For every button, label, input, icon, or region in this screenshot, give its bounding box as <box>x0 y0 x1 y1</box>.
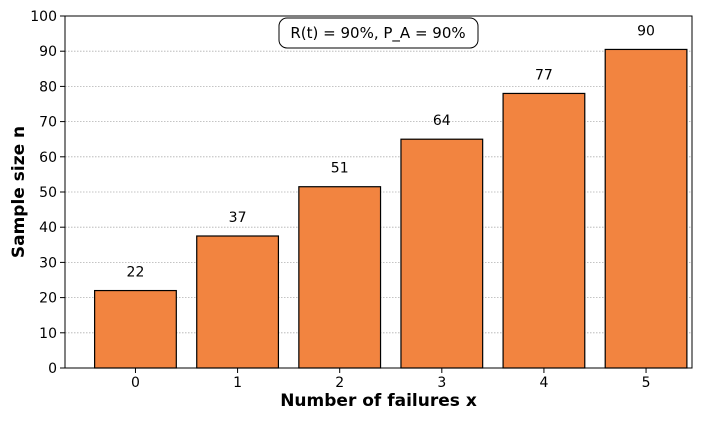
y-tick-label: 90 <box>39 44 57 60</box>
data-label: 37 <box>229 210 247 226</box>
data-label: 51 <box>331 161 349 177</box>
y-axis-title: Sample size n <box>9 126 29 258</box>
annotation-text: R(t) = 90%, P_A = 90% <box>290 24 465 43</box>
y-tick-label: 40 <box>39 220 57 236</box>
data-label: 77 <box>535 67 553 83</box>
x-axis-title: Number of failures x <box>280 391 477 411</box>
y-tick-label: 0 <box>48 361 57 377</box>
bar-5 <box>604 48 688 369</box>
y-tick-label: 70 <box>39 115 57 131</box>
data-label: 64 <box>433 113 451 129</box>
y-tick-label: 30 <box>39 255 57 271</box>
data-label: 22 <box>127 265 145 281</box>
y-tick-label: 10 <box>39 326 57 342</box>
x-tick-label: 3 <box>437 375 446 391</box>
bar-3 <box>400 138 484 369</box>
y-tick-label: 20 <box>39 291 57 307</box>
data-labels: 22 37 51 64 77 90 <box>127 23 655 280</box>
bar-0 <box>94 289 177 369</box>
y-tick-label: 60 <box>39 150 57 166</box>
x-tick-label: 1 <box>233 375 242 391</box>
x-tick-label: 2 <box>335 375 344 391</box>
bars <box>94 48 688 369</box>
y-axis-ticks: 0 10 20 30 40 50 60 70 80 90 100 <box>30 9 65 377</box>
data-label: 90 <box>637 23 655 39</box>
bar-2 <box>298 186 382 369</box>
x-tick-label: 4 <box>539 375 548 391</box>
annotation-box: R(t) = 90%, P_A = 90% <box>278 17 479 49</box>
x-axis-ticks: 0 1 2 3 4 5 <box>131 368 651 391</box>
bar-4 <box>502 92 586 369</box>
y-tick-label: 50 <box>39 185 57 201</box>
x-tick-label: 5 <box>642 375 651 391</box>
bar-1 <box>196 235 280 369</box>
annotation-frame <box>278 17 479 49</box>
x-tick-label: 0 <box>131 375 140 391</box>
y-tick-label: 80 <box>39 79 57 95</box>
y-tick-label: 100 <box>30 9 57 25</box>
